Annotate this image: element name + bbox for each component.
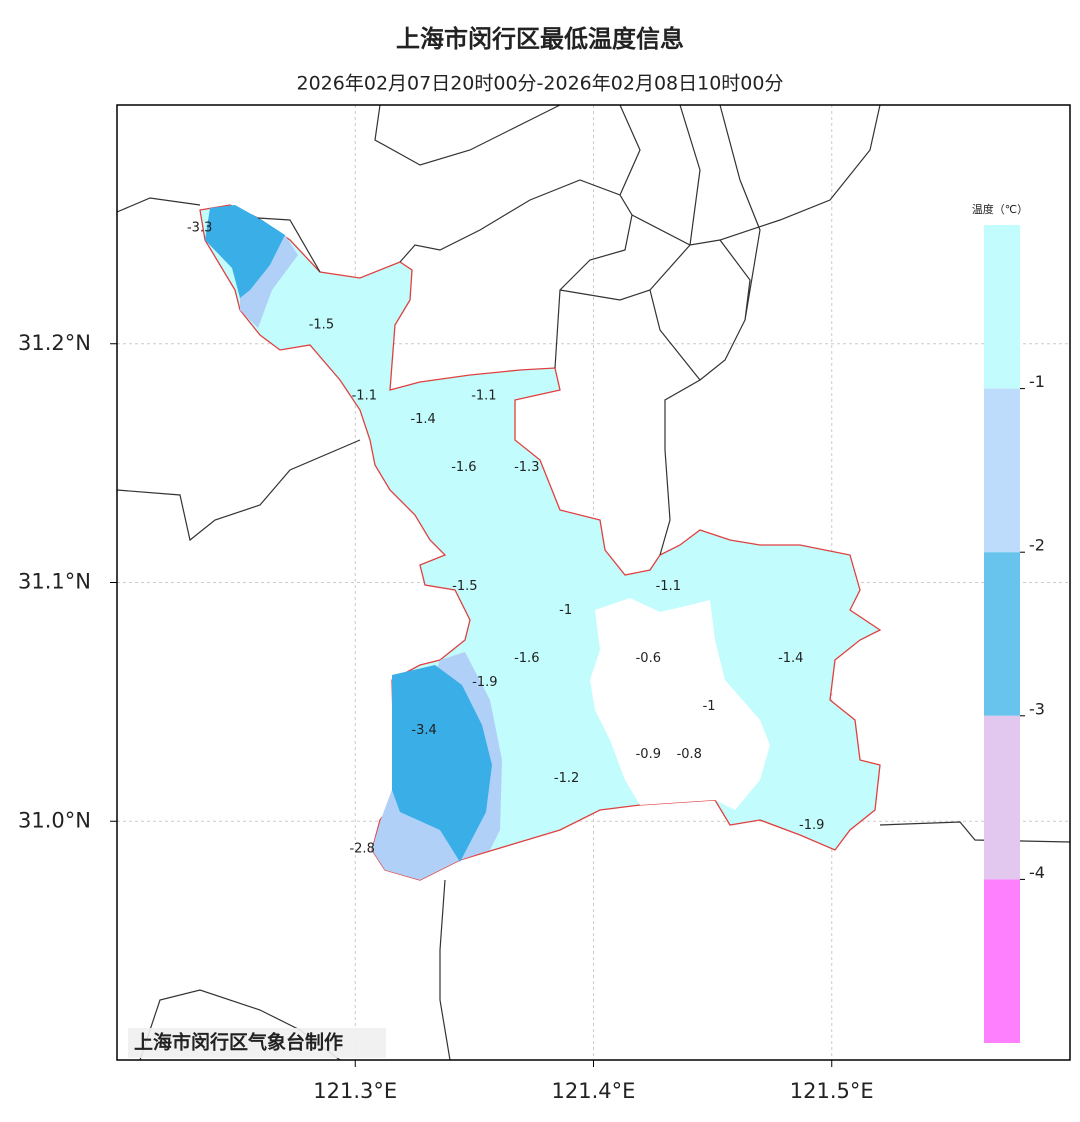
station-value: -1.6: [451, 460, 476, 475]
credit: 上海市闵行区气象台制作: [134, 1031, 343, 1054]
station-value: -0.6: [636, 651, 661, 666]
station-value: -0.8: [677, 747, 702, 762]
station-value: -1.6: [514, 651, 539, 666]
legend-band: [984, 552, 1020, 716]
station-value: -1.1: [352, 388, 377, 403]
station-value: -1.3: [514, 460, 539, 475]
station-value: -1: [559, 603, 572, 618]
legend-band: [984, 225, 1020, 389]
legend-tick-label: -1: [1029, 372, 1045, 391]
station-value: -1.9: [472, 675, 497, 690]
legend-tick-label: -3: [1029, 699, 1045, 718]
legend-band: [984, 715, 1020, 880]
station-value: -0.9: [636, 747, 661, 762]
station-value: -1.9: [799, 818, 824, 833]
y-tick-label: 31.1°N: [18, 570, 91, 594]
boundary: [116, 104, 1071, 1061]
legend: -1 -2 -3 -4: [984, 225, 1045, 1043]
station-value: -1.1: [471, 388, 496, 403]
district-fill: [199, 204, 882, 881]
legend-band: [984, 879, 1020, 1043]
x-tick-label: 121.5°E: [790, 1079, 874, 1103]
cold-area: [392, 665, 492, 862]
station-value: -1.5: [309, 317, 334, 332]
station-value: -1.1: [656, 579, 681, 594]
legend-title: 温度（℃）: [972, 202, 1028, 216]
cold-area-light: [240, 235, 298, 328]
x-tick-label: 121.3°E: [313, 1079, 397, 1103]
station-value: -1: [703, 699, 716, 714]
station-labels: -3.3 -1.5 -1.1 -1.4 -1.1 -1.6 -1.3 -1.5 -1 -1.1 -1…: [187, 220, 824, 856]
station-value: -3.4: [411, 723, 436, 738]
station-value: -3.3: [187, 220, 212, 235]
chart-title: 上海市闵行区最低温度信息: [396, 25, 684, 53]
y-tick-label: 31.0°N: [18, 808, 91, 832]
legend-band: [984, 388, 1020, 553]
x-tick-label: 121.4°E: [552, 1079, 636, 1103]
y-tick-label: 31.2°N: [18, 331, 91, 355]
base-map: [116, 104, 1071, 1061]
station-value: -2.8: [349, 842, 374, 857]
cold-area: [205, 205, 285, 298]
station-value: -1.2: [554, 771, 579, 786]
legend-tick-label: -2: [1029, 536, 1045, 555]
credit-box: [128, 1028, 386, 1058]
warm-area: [590, 598, 770, 810]
station-value: -1.4: [410, 412, 435, 427]
legend-tick-label: -4: [1029, 863, 1045, 882]
station-value: -1.5: [452, 579, 477, 594]
chart-subtitle: 2026年02月07日20时00分-2026年02月08日10时00分: [297, 73, 784, 95]
station-value: -1.4: [778, 651, 803, 666]
